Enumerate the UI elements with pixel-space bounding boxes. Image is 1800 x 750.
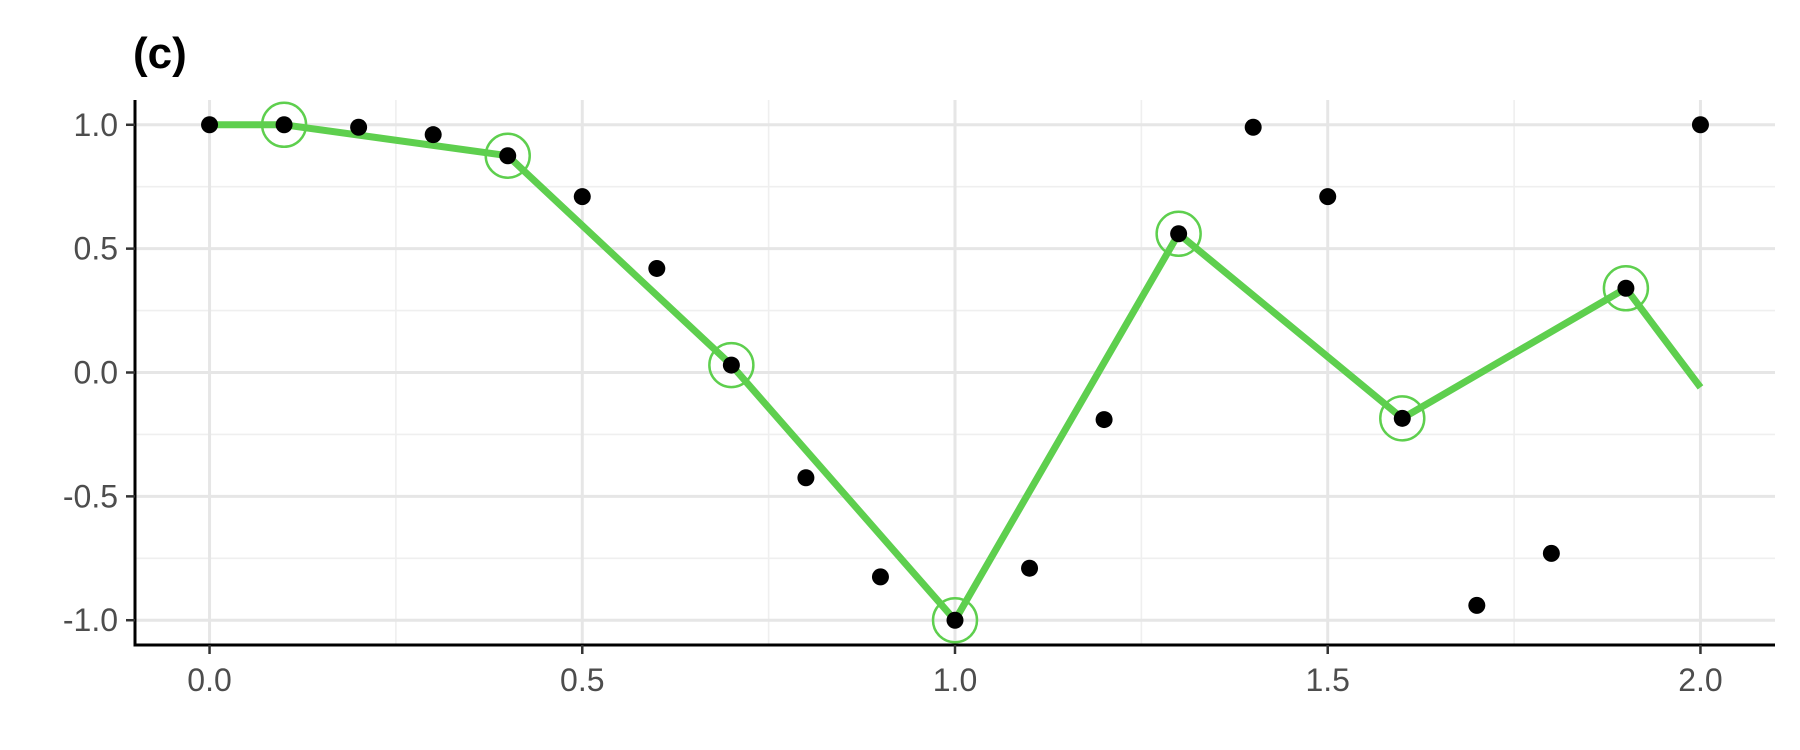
scatter-point (1468, 596, 1486, 614)
scatter-point (797, 469, 815, 487)
highlight-ring (260, 101, 308, 149)
scatter-point (871, 568, 889, 586)
x-tick-label: 1.5 (1305, 662, 1349, 698)
x-tick-label: 0.0 (187, 662, 231, 698)
highlight-ring (1602, 265, 1650, 312)
scatter-point (499, 147, 517, 165)
highlight-ring (1379, 395, 1426, 442)
scatter-point (1021, 559, 1039, 577)
scatter-point (424, 126, 442, 144)
scatter-point (275, 116, 293, 134)
scatter-point (648, 259, 666, 277)
scatter-point (1170, 225, 1188, 243)
scatter-point (201, 116, 219, 134)
y-tick-label: 0.5 (74, 231, 118, 267)
scatter-point (1617, 279, 1635, 297)
y-tick-label: -0.5 (63, 478, 118, 514)
chart-title: (c) (133, 29, 187, 78)
axes: 0.0 0.5 1.0 1.5 2.0 -1.0 -0.5 0.0 0.5 1.0 (63, 100, 1775, 698)
y-tick-label: -1.0 (63, 602, 118, 638)
grid (135, 100, 1775, 645)
highlight-ring (708, 341, 755, 389)
scatter-point (1393, 409, 1411, 427)
x-tick-label: 2.0 (1678, 662, 1722, 698)
scatter-point (1244, 118, 1262, 136)
y-tick-label: 0.0 (74, 355, 118, 391)
scatter-point (1319, 188, 1337, 206)
scatter-point (946, 611, 964, 629)
highlight-ring (931, 596, 979, 644)
x-tick-label: 1.0 (933, 662, 977, 698)
highlight-ring (484, 132, 531, 179)
scatter-point (350, 118, 368, 136)
scatter-point (722, 356, 740, 374)
scatter-point (1095, 411, 1113, 429)
plot-series (201, 101, 1709, 644)
highlight-ring (1155, 210, 1202, 258)
scatter-point (573, 188, 591, 206)
y-tick-label: 1.0 (74, 107, 118, 143)
x-tick-label: 0.5 (560, 662, 604, 698)
scatter-point (1542, 544, 1560, 562)
scatter-point (1691, 116, 1709, 134)
